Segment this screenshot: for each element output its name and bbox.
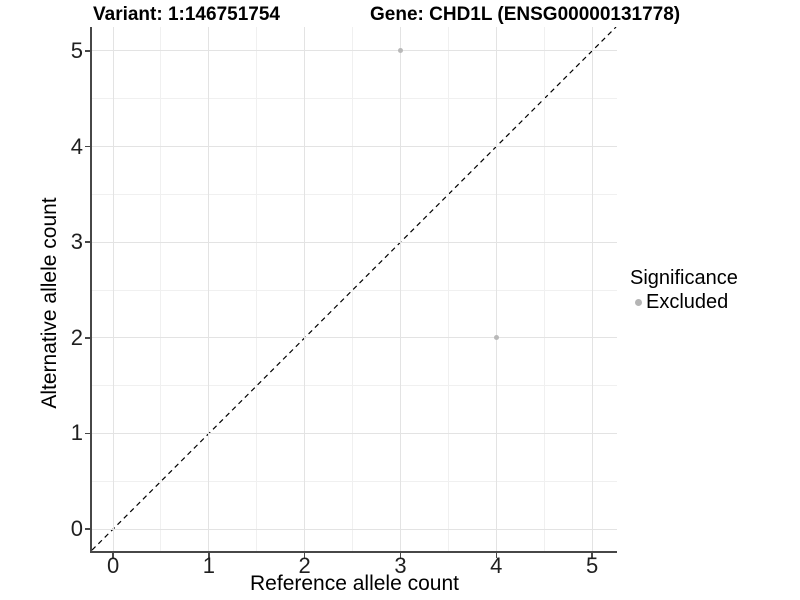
excluded-dot-icon (634, 298, 642, 306)
legend-item-excluded: Excluded (630, 290, 738, 314)
x-axis-tick (591, 553, 593, 558)
gridline-y-major (92, 337, 617, 339)
y-axis-tick (85, 432, 90, 435)
y-tick-label: 2 (70, 324, 83, 350)
x-tick-label: 4 (490, 553, 503, 578)
y-axis-title: Alternative allele count (38, 197, 61, 409)
legend-title: Significance (630, 267, 738, 289)
gridline-y-minor (92, 480, 617, 482)
gridline-y-major (92, 146, 617, 148)
gridline-x-major (208, 27, 210, 553)
legend-key (630, 298, 646, 306)
gridline-x-major (495, 27, 497, 553)
gridline-x-major (591, 27, 593, 553)
gridline-y-minor (92, 98, 617, 100)
y-axis-tick (85, 50, 90, 52)
legend: Significance Excluded (630, 266, 738, 314)
gridline-x-major (304, 27, 306, 553)
gridline-y-minor (92, 193, 617, 195)
plot-title-gene: Gene: CHD1L (ENSG00000131778) (370, 4, 681, 25)
x-axis-tick (495, 553, 498, 558)
gridline-x-major (399, 27, 401, 553)
x-tick-label: 3 (394, 553, 407, 578)
x-tick-label: 1 (202, 553, 215, 578)
y-axis-tick (85, 145, 90, 148)
x-tick-label: 5 (585, 553, 599, 578)
y-tick-label: 1 (70, 420, 83, 446)
x-axis-tick (399, 553, 402, 558)
gridline-y-minor (92, 385, 617, 387)
x-tick-label: 0 (106, 553, 120, 578)
plot-title-variant: Variant: 1:146751754 (93, 4, 280, 25)
legend-item-label: Excluded (646, 290, 729, 313)
gridline-y-major (92, 241, 617, 243)
plot-panel (92, 27, 617, 553)
y-tick-label: 4 (70, 133, 83, 159)
data-point (493, 335, 499, 341)
y-axis-tick (85, 241, 90, 243)
x-tick-label: 2 (298, 553, 311, 578)
gridline-x-major (112, 27, 114, 553)
gridline-y-minor (92, 289, 617, 291)
y-axis-line (90, 27, 92, 553)
gridline-y-major (92, 432, 617, 434)
y-axis-tick (85, 528, 90, 530)
x-axis-title: Reference allele count (250, 572, 459, 595)
x-axis-tick (112, 553, 114, 558)
y-tick-label: 0 (70, 516, 83, 542)
identity-line (92, 27, 617, 551)
x-axis-line (90, 551, 617, 553)
y-tick-label: 5 (70, 37, 83, 63)
y-axis-tick (85, 337, 90, 339)
data-point (397, 48, 403, 54)
y-tick-label: 3 (70, 229, 83, 255)
gridline-y-major (92, 50, 617, 52)
gridline-y-major (92, 528, 617, 530)
x-axis-tick (208, 553, 210, 558)
x-axis-tick (303, 553, 306, 558)
